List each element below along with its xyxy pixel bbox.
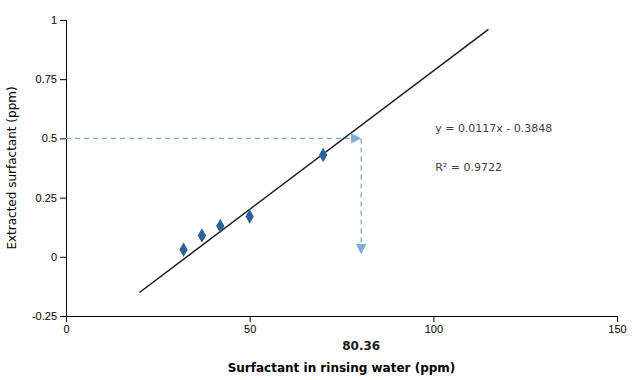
equation-text: y = 0.0117x - 0.3848 [435,122,552,135]
x-tick-label: 0 [63,323,69,335]
y-axis-line [60,21,67,317]
y-tick-label: 1 [51,14,57,26]
y-tick: 0.25 [36,192,66,204]
equation-text: R² = 0.9722 [435,161,502,174]
y-tick-mark [60,20,66,21]
y-tick-mark [60,257,66,258]
x-axis-line [67,317,618,323]
x-axis-title: Surfactant in rinsing water (ppm) [228,361,456,375]
x-tick-label: 100 [425,323,443,335]
x-tick: 150 [608,316,626,335]
annotations: 80.36 y = 0.0117x - 0.3848 R² = 0.9722 [342,122,552,353]
y-tick-label: 0.75 [36,73,57,85]
x-tick: 100 [425,316,443,335]
x-tick-label: 150 [608,323,626,335]
y-tick: 0.5 [42,132,66,144]
y-tick: 0.75 [36,73,66,85]
y-tick-mark [60,138,66,139]
y-tick-label: -0.25 [32,310,57,322]
chart: 0 50 100 150 -0.25 0 0.25 0.5 0.75 1 80.36 y = 0.01… [0,0,641,380]
annotation-label: 80.36 [342,339,380,353]
y-tick: 0 [51,251,66,263]
scatter-point [246,209,254,223]
y-tick-label: 0.5 [42,132,57,144]
y-tick-mark [60,79,66,80]
y-tick: -0.25 [32,310,66,322]
x-tick-mark [617,316,618,322]
y-tick: 1 [51,14,66,26]
scatter-point [319,148,327,162]
plot-area: 0 50 100 150 -0.25 0 0.25 0.5 0.75 1 80.36 y = 0.01… [32,14,627,353]
x-tick: 50 [244,316,256,335]
y-tick-mark [60,198,66,199]
x-tick-label: 50 [244,323,256,335]
y-axis-title: Extracted surfactant (ppm) [5,86,19,249]
scatter-point [179,242,187,256]
y-tick-mark [60,316,66,317]
x-tick-mark [250,316,251,322]
x-axis: 0 50 100 150 [63,316,626,335]
y-tick-label: 0.25 [36,192,57,204]
y-axis: -0.25 0 0.25 0.5 0.75 1 [32,14,67,322]
annotation-arrow [361,138,362,254]
x-tick-mark [433,316,434,322]
y-tick-label: 0 [51,251,57,263]
scatter-point [216,219,224,233]
scatter-point [198,228,206,242]
annotation-arrow [66,138,361,139]
marks [66,29,488,292]
x-tick: 0 [63,316,69,335]
